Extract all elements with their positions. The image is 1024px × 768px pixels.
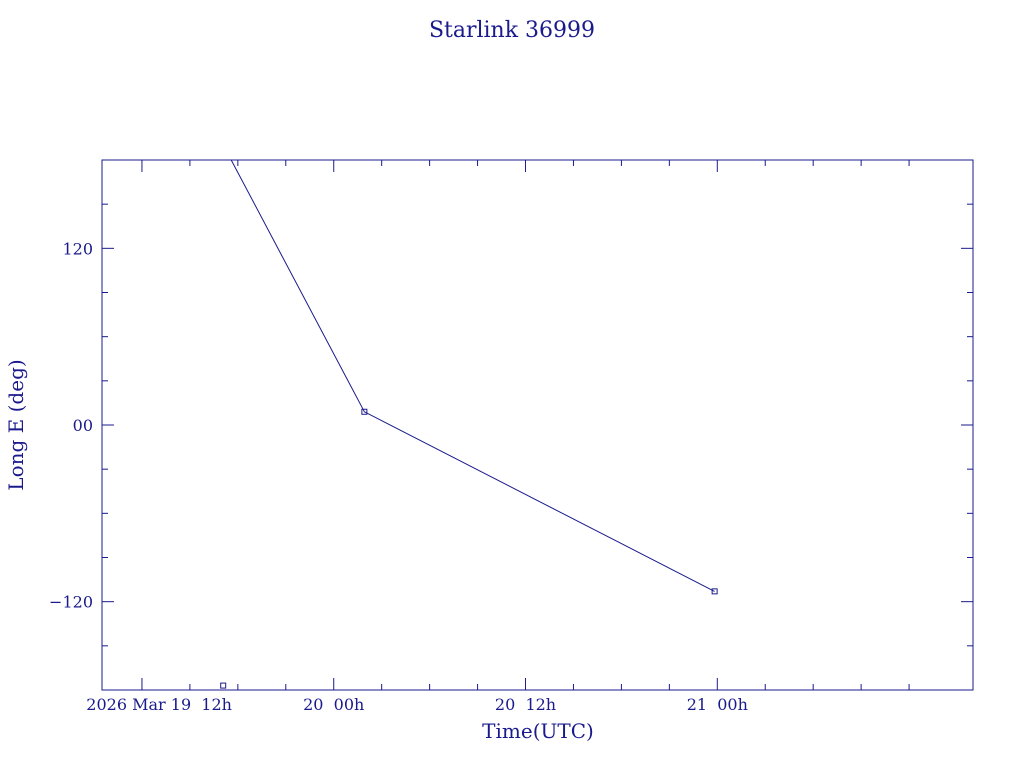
x-tick-label-0: 2026 Mar 19 12h (86, 695, 232, 714)
y-axis-label: Long E (deg) (4, 359, 28, 490)
y-tick-labels: 120 00 −120 (49, 239, 93, 611)
y-tick-label-1: 00 (73, 416, 93, 435)
x-major-ticks (141, 160, 718, 690)
data-point-marker-0-1 (711, 588, 718, 595)
x-tick-label-3: 21 00h (687, 695, 748, 714)
x-tick-label-1: 20 00h (303, 695, 364, 714)
series-group (220, 159, 718, 689)
x-axis-label: Time(UTC) (482, 719, 594, 743)
data-point-marker-0-0 (361, 408, 368, 415)
chart-title: Starlink 36999 (429, 18, 595, 43)
y-tick-label-2: −120 (49, 593, 93, 612)
series-line-0 (230, 159, 715, 592)
y-minor-ticks (102, 203, 973, 647)
x-minor-ticks (189, 160, 910, 690)
y-major-ticks (102, 247, 973, 603)
plot-frame (101, 159, 974, 691)
x-tick-labels: 2026 Mar 19 12h 20 00h 20 12h 21 00h (86, 695, 748, 714)
extra-point-marker-0 (220, 682, 227, 689)
x-tick-label-2: 20 12h (495, 695, 556, 714)
y-tick-label-0: 120 (62, 239, 93, 258)
